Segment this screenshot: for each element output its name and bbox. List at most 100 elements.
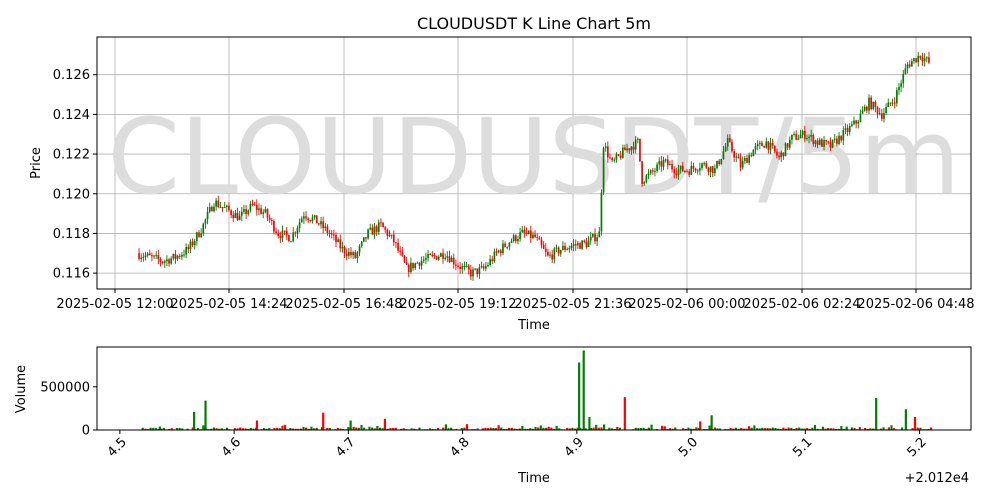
candle-body [168, 259, 170, 264]
volume-bar [283, 424, 287, 430]
candle-body [339, 239, 342, 249]
candle [283, 230, 286, 236]
candle-body [795, 133, 798, 140]
candle-body [210, 206, 213, 212]
candle [187, 244, 190, 253]
candle-body [758, 142, 761, 144]
candle-body [632, 146, 635, 150]
candle [720, 158, 723, 165]
candle-body [780, 152, 783, 158]
candle-body [521, 229, 524, 233]
candle-body [559, 249, 562, 254]
candle [829, 137, 832, 152]
candle-body [290, 241, 292, 243]
volume-bar-spike [204, 400, 207, 430]
volume-bar [220, 428, 223, 430]
volume-bar [181, 428, 184, 430]
candle-body [223, 206, 226, 208]
candle [776, 148, 778, 159]
candle [848, 123, 851, 136]
candle [382, 222, 384, 228]
volume-bar [666, 428, 669, 430]
volume-plot-area [97, 347, 971, 430]
candle [311, 214, 314, 224]
candle [380, 218, 382, 227]
candle-body [771, 142, 774, 146]
candle-body [861, 110, 864, 114]
candle-body [358, 246, 361, 253]
candle-body [442, 253, 444, 259]
candle-body [647, 173, 650, 176]
volume-bar [526, 428, 529, 430]
candle-body [908, 64, 911, 67]
candle [360, 240, 363, 248]
candle [722, 145, 725, 160]
candle [874, 100, 877, 113]
candle [885, 103, 887, 115]
candle-body [885, 107, 887, 114]
candle-body [711, 166, 714, 174]
candle [865, 105, 868, 114]
candle [151, 252, 153, 262]
volume-bar [381, 428, 384, 430]
candle [356, 251, 359, 263]
candle [799, 129, 802, 139]
candle [273, 219, 275, 235]
volume-bar [392, 427, 395, 430]
candle [202, 222, 205, 237]
candle-body [917, 55, 920, 63]
volume-bar-spike [349, 420, 352, 430]
volume-bar [497, 425, 500, 430]
candle-body [726, 138, 729, 147]
candle [268, 214, 271, 223]
candle-body [491, 259, 494, 262]
candle [324, 222, 327, 232]
candle [566, 247, 569, 251]
volume-bar [225, 427, 229, 430]
candle [891, 98, 894, 107]
candle [928, 51, 930, 65]
candle-body [183, 254, 185, 256]
volume-bar [170, 428, 173, 430]
candle-body [523, 229, 526, 233]
volume-bar [692, 428, 695, 430]
candle [754, 142, 757, 155]
candle-body [266, 209, 269, 218]
candle-body [681, 165, 684, 172]
candle [778, 152, 780, 160]
candle-body [159, 259, 162, 262]
volume-bar [152, 427, 155, 430]
candle [904, 63, 907, 75]
candle [407, 263, 410, 278]
volume-bar-spike [578, 362, 581, 430]
candle [320, 216, 322, 229]
candle-body [611, 157, 613, 161]
candle [688, 169, 691, 178]
volume-bar [202, 425, 205, 430]
candle-body [172, 253, 175, 259]
candle [645, 173, 648, 184]
volume-bar [162, 427, 165, 430]
candle-body [151, 255, 153, 257]
candle [883, 107, 885, 123]
candle-body [836, 138, 838, 145]
candle-body [827, 141, 830, 143]
candle [613, 157, 616, 163]
candle-body [880, 113, 883, 119]
candle-body [767, 141, 770, 150]
candle-body [506, 246, 509, 248]
candle-body [204, 219, 207, 224]
volume-bar [552, 428, 556, 430]
candle [898, 83, 900, 95]
candle [840, 135, 843, 143]
candle [517, 235, 519, 245]
candle-body [793, 133, 795, 135]
candle [851, 121, 853, 128]
candle-body [480, 266, 483, 268]
candle [568, 245, 571, 253]
candle [146, 252, 149, 258]
candle-body [634, 139, 637, 150]
candle [204, 218, 207, 229]
candle-body [733, 151, 735, 158]
